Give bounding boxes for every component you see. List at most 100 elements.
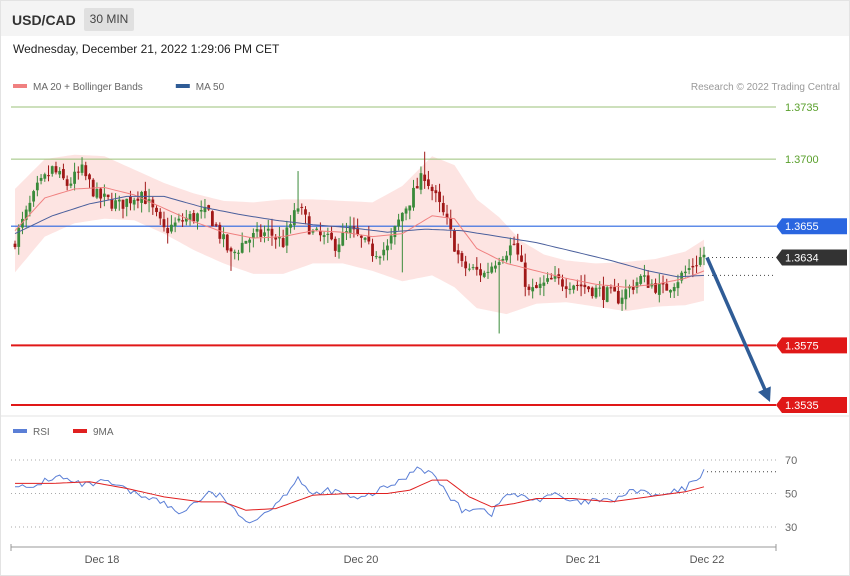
candle-body [132, 199, 136, 205]
candle-body [378, 256, 382, 259]
candle-body [322, 235, 326, 237]
candle-body [501, 258, 505, 261]
candle-body [162, 219, 166, 228]
candle-body [73, 171, 76, 184]
level-tag-1.3655 [776, 218, 847, 235]
candle-body [311, 230, 315, 233]
candle-body [427, 179, 430, 186]
candle-body [95, 189, 99, 198]
candle-body [229, 248, 233, 252]
candle-body [136, 198, 140, 201]
candle-body [609, 287, 613, 289]
candle-body [121, 199, 125, 209]
candle-body [620, 297, 624, 304]
candle-body [516, 243, 520, 255]
candle-body [613, 287, 617, 292]
legend-label-0: MA 20 + Bollinger Bands [33, 82, 143, 93]
candle-body [657, 283, 661, 295]
candle-body [374, 256, 378, 258]
legend-swatch-1 [175, 84, 190, 88]
level-label-1.3735: 1.3735 [785, 102, 819, 114]
candle-body [292, 210, 296, 226]
candle-body [505, 255, 509, 261]
level-tag-1.3575 [776, 337, 847, 354]
candle-body [263, 232, 266, 236]
candle-body [419, 173, 423, 190]
candle-body [624, 289, 628, 300]
candle-body [166, 228, 170, 234]
candle-body [207, 205, 211, 210]
rsi-tick-30: 30 [785, 522, 797, 534]
candle-body [255, 228, 259, 232]
candle-body [490, 266, 494, 273]
candle-body [143, 191, 147, 204]
candle-body [579, 284, 583, 287]
candle-body [508, 245, 512, 256]
candle-body [691, 265, 695, 268]
candle-body [225, 234, 229, 251]
candle-body [695, 265, 698, 267]
candle-body [665, 283, 669, 291]
rsi-line [15, 466, 705, 524]
timeframe-badge[interactable]: 30 MIN [84, 8, 134, 31]
level-label-1.3575: 1.3575 [785, 340, 819, 352]
candle-body [434, 190, 438, 194]
candle-body [408, 205, 412, 211]
candle-body [307, 216, 311, 235]
last-price-label: 1.3634 [785, 252, 819, 264]
rsi-legend-swatch-1 [73, 429, 87, 433]
candle-body [635, 282, 639, 288]
candle-body [300, 206, 304, 208]
legend-label-1: MA 50 [196, 82, 225, 93]
candle-body [39, 177, 43, 181]
candle-body [259, 229, 263, 237]
rsi-legend-label-0: RSI [33, 427, 50, 438]
candle-body [125, 198, 129, 207]
candle-body [482, 272, 486, 277]
candle-body [76, 171, 80, 173]
candle-body [281, 238, 285, 247]
x-tick-dec-22: Dec 22 [690, 554, 725, 566]
candle-body [158, 211, 162, 219]
candle-body [214, 224, 218, 226]
candle-body [561, 279, 564, 287]
candle-body [587, 286, 590, 290]
candle-body [698, 257, 702, 265]
candle-body [278, 236, 281, 239]
candle-body [605, 287, 609, 302]
candle-body [184, 217, 188, 222]
candle-body [494, 265, 497, 269]
candle-body [106, 194, 110, 197]
rsi-legend-label-1: 9MA [93, 427, 114, 438]
candle-body [345, 231, 348, 234]
candle-body [594, 287, 598, 298]
candle-body [248, 239, 252, 243]
rsi-legend-swatch-0 [13, 429, 27, 433]
projection-arrow-shaft [705, 256, 768, 393]
candle-body [616, 290, 620, 304]
candle-body [196, 213, 199, 222]
candle-body [523, 262, 527, 287]
candle-body [676, 282, 680, 289]
candle-body [471, 267, 475, 269]
ma20-line [14, 186, 705, 288]
candle-body [181, 220, 184, 222]
candle-body [598, 287, 602, 289]
candle-body [479, 269, 482, 276]
candle-body [177, 218, 181, 221]
candle-body [155, 207, 158, 213]
candle-body [356, 227, 360, 235]
candle-body [497, 262, 501, 266]
candle-body [24, 209, 28, 221]
candle-body [140, 191, 144, 203]
candle-body [546, 278, 549, 282]
candle-body [17, 227, 21, 247]
candle-body [326, 233, 330, 235]
candle-body [527, 286, 531, 290]
candle-body [363, 237, 367, 240]
candle-body [80, 164, 84, 173]
candle-body [575, 284, 579, 286]
candle-body [222, 234, 225, 240]
candle-body [21, 218, 24, 228]
candle-body [512, 243, 516, 245]
